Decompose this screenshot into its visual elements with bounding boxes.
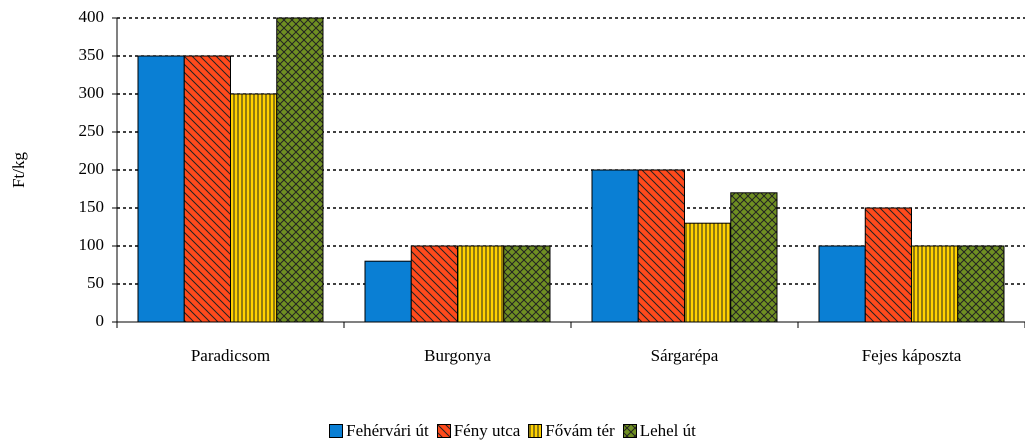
legend-item: Fővám tér xyxy=(528,421,615,441)
legend-swatch xyxy=(528,424,543,438)
bar xyxy=(730,192,778,323)
bar xyxy=(230,93,278,323)
y-tick-label: 200 xyxy=(79,159,105,178)
y-tick-label: 50 xyxy=(87,273,104,292)
bar xyxy=(818,245,866,323)
bar xyxy=(457,245,505,323)
legend-item: Lehel út xyxy=(622,421,696,441)
bar xyxy=(637,169,685,323)
y-tick-label: 150 xyxy=(79,197,105,216)
bar xyxy=(364,260,412,323)
legend-label: Fővám tér xyxy=(545,421,615,440)
y-axis-label: Ft/kg xyxy=(9,152,28,188)
legend-swatch xyxy=(329,424,344,438)
legend-swatch xyxy=(436,424,451,438)
x-tick-label: Paradicsom xyxy=(191,346,270,365)
y-tick-label: 400 xyxy=(79,7,105,26)
legend-swatch-rect xyxy=(528,424,543,438)
legend-label: Lehel út xyxy=(639,421,696,440)
bar xyxy=(911,245,959,323)
y-tick-label: 0 xyxy=(96,311,105,330)
x-tick-label: Burgonya xyxy=(424,346,491,365)
bar xyxy=(137,55,185,323)
x-tick-label: Sárgarépa xyxy=(651,346,719,365)
bar xyxy=(410,245,458,323)
legend: Fehérvári út Fény utca Fővám tér Lehel út xyxy=(0,421,1025,441)
chart: Ft/kg 0 50 100 150 200 250 300 350 400 Paradicsom… xyxy=(9,7,1025,365)
legend-swatch-rect xyxy=(622,424,637,438)
bar xyxy=(276,17,324,323)
legend-label: Fehérvári út xyxy=(346,421,429,440)
bar xyxy=(183,55,231,323)
legend-swatch-rect xyxy=(329,424,344,438)
legend-item: Fény utca xyxy=(436,421,521,441)
y-tick-label: 250 xyxy=(79,121,105,140)
y-tick-label: 350 xyxy=(79,45,105,64)
bar xyxy=(591,169,639,323)
legend-swatch xyxy=(622,424,637,438)
y-tick-label: 100 xyxy=(79,235,105,254)
bar xyxy=(503,245,551,323)
y-tick-label: 300 xyxy=(79,83,105,102)
legend-item: Fehérvári út xyxy=(329,421,429,441)
bar xyxy=(684,222,732,323)
bar xyxy=(864,207,912,323)
x-tick-label: Fejes káposzta xyxy=(862,346,962,365)
bar xyxy=(957,245,1005,323)
legend-label: Fény utca xyxy=(453,421,521,440)
legend-swatch-rect xyxy=(436,424,451,438)
